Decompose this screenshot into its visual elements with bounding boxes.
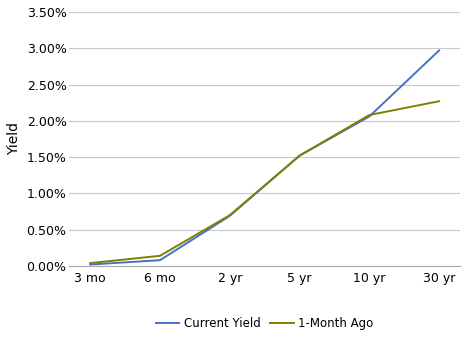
Current Yield xyxy=(157,258,163,262)
1-Month Ago xyxy=(367,113,372,117)
Line: Current Yield: Current Yield xyxy=(90,50,439,265)
Current Yield xyxy=(367,115,372,119)
Current Yield xyxy=(297,153,302,158)
Current Yield xyxy=(436,48,442,53)
Y-axis label: Yield: Yield xyxy=(7,122,21,155)
1-Month Ago xyxy=(227,213,233,217)
Legend: Current Yield, 1-Month Ago: Current Yield, 1-Month Ago xyxy=(151,313,378,335)
1-Month Ago xyxy=(297,153,302,158)
Current Yield xyxy=(227,214,233,218)
1-Month Ago xyxy=(157,254,163,258)
Current Yield xyxy=(87,263,93,267)
1-Month Ago xyxy=(436,99,442,103)
Line: 1-Month Ago: 1-Month Ago xyxy=(90,101,439,263)
1-Month Ago xyxy=(87,261,93,265)
